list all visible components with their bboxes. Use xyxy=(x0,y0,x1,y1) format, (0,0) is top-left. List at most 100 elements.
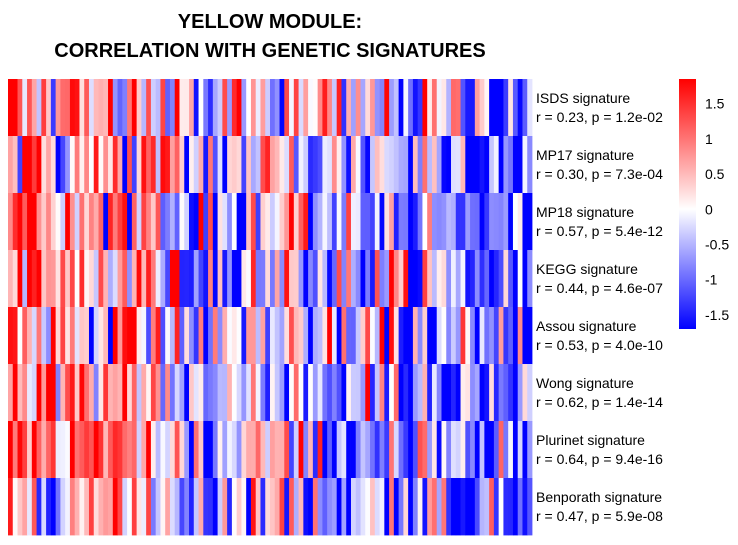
heatmap-cell xyxy=(479,250,485,308)
heatmap-cell xyxy=(498,250,504,308)
heatmap-cell xyxy=(317,421,323,479)
heatmap-cell xyxy=(422,136,428,194)
heatmap-cell xyxy=(46,421,52,479)
heatmap-cell xyxy=(389,307,395,365)
heatmap-cell xyxy=(455,79,461,137)
heatmap-cell xyxy=(212,250,218,308)
heatmap-cell xyxy=(384,193,390,251)
heatmap-cell xyxy=(360,250,366,308)
heatmap-cell xyxy=(393,478,400,536)
heatmap-cell xyxy=(293,79,299,137)
heatmap-cell xyxy=(246,193,252,251)
heatmap-cell xyxy=(222,421,228,479)
heatmap-cell xyxy=(289,79,295,137)
heatmap-cell xyxy=(231,364,238,422)
heatmap-cell xyxy=(203,250,209,308)
heatmap-cell xyxy=(522,478,528,536)
heatmap-cell xyxy=(512,250,519,308)
heatmap-cell xyxy=(31,136,37,194)
heatmap-cell xyxy=(155,307,161,365)
heatmap-cell xyxy=(355,193,361,251)
heatmap-cell xyxy=(431,307,438,365)
heatmap-cell xyxy=(165,307,171,365)
heatmap-cell xyxy=(474,307,480,365)
heatmap-cell xyxy=(184,307,190,365)
legend-tick-label: 0.5 xyxy=(705,166,725,182)
heatmap-cell xyxy=(474,136,480,194)
heatmap-cell xyxy=(174,79,180,137)
heatmap-cell xyxy=(208,421,214,479)
heatmap-cell xyxy=(312,421,319,479)
heatmap-cell xyxy=(41,136,47,194)
heatmap-cell xyxy=(465,421,471,479)
heatmap-cell xyxy=(88,250,95,308)
heatmap-cell xyxy=(512,478,519,536)
heatmap-cell xyxy=(60,136,66,194)
heatmap-cell xyxy=(79,250,85,308)
row-label-stat: r = 0.23, p = 1.2e-02 xyxy=(536,109,663,125)
heatmap-cell xyxy=(12,364,18,422)
heatmap-cell xyxy=(246,250,252,308)
heatmap-cell xyxy=(365,307,371,365)
heatmap-cell xyxy=(246,307,252,365)
heatmap-cell xyxy=(389,364,395,422)
heatmap-cell xyxy=(50,478,57,536)
heatmap-cell xyxy=(146,193,152,251)
heatmap-cell xyxy=(460,136,466,194)
heatmap-cell xyxy=(165,421,171,479)
heatmap-cell xyxy=(98,136,104,194)
heatmap-cell xyxy=(503,136,509,194)
heatmap-cell xyxy=(184,478,190,536)
heatmap-cell xyxy=(227,250,233,308)
heatmap-cell xyxy=(289,136,295,194)
heatmap-cell xyxy=(208,307,214,365)
heatmap-cell xyxy=(103,421,109,479)
heatmap-cell xyxy=(436,193,442,251)
heatmap-cell xyxy=(41,364,47,422)
heatmap-cell xyxy=(36,193,42,251)
heatmap-cell xyxy=(455,307,461,365)
heatmap-cell xyxy=(508,79,514,137)
heatmap-cell xyxy=(8,250,14,308)
heatmap-cell xyxy=(427,193,433,251)
heatmap-cell xyxy=(436,307,442,365)
heatmap-cell xyxy=(227,364,233,422)
heatmap-cell xyxy=(412,307,419,365)
heatmap-cell xyxy=(470,364,476,422)
heatmap-cell xyxy=(474,193,480,251)
heatmap-cell xyxy=(274,364,280,422)
heatmap-cell xyxy=(465,79,471,137)
heatmap-cell xyxy=(336,307,342,365)
heatmap-cell xyxy=(379,307,385,365)
heatmap-cell xyxy=(98,421,104,479)
heatmap-cell xyxy=(312,364,319,422)
heatmap-cell xyxy=(250,136,257,194)
heatmap-cell xyxy=(88,478,95,536)
heatmap-cell xyxy=(236,421,242,479)
heatmap-cell xyxy=(522,364,528,422)
heatmap-cell xyxy=(222,136,228,194)
heatmap-cell xyxy=(274,421,280,479)
heatmap-cell xyxy=(274,79,280,137)
heatmap-cell xyxy=(255,136,261,194)
heatmap-cell xyxy=(503,421,509,479)
heatmap-cell xyxy=(350,307,357,365)
heatmap-cell xyxy=(93,478,99,536)
heatmap-cell xyxy=(389,421,395,479)
heatmap-cell xyxy=(222,79,228,137)
heatmap-cell xyxy=(150,79,157,137)
heatmap-cell xyxy=(50,421,57,479)
heatmap-cell xyxy=(498,136,504,194)
heatmap-cell xyxy=(260,193,266,251)
heatmap-cell xyxy=(193,421,199,479)
row-label-name: Plurinet signature xyxy=(536,432,645,448)
heatmap-cell xyxy=(322,193,328,251)
heatmap-cell xyxy=(265,79,271,137)
heatmap-cell xyxy=(150,250,157,308)
heatmap-cell xyxy=(22,421,28,479)
heatmap-cell xyxy=(312,307,319,365)
heatmap-cell xyxy=(84,478,90,536)
heatmap-cell xyxy=(12,136,18,194)
heatmap-cell xyxy=(479,478,485,536)
